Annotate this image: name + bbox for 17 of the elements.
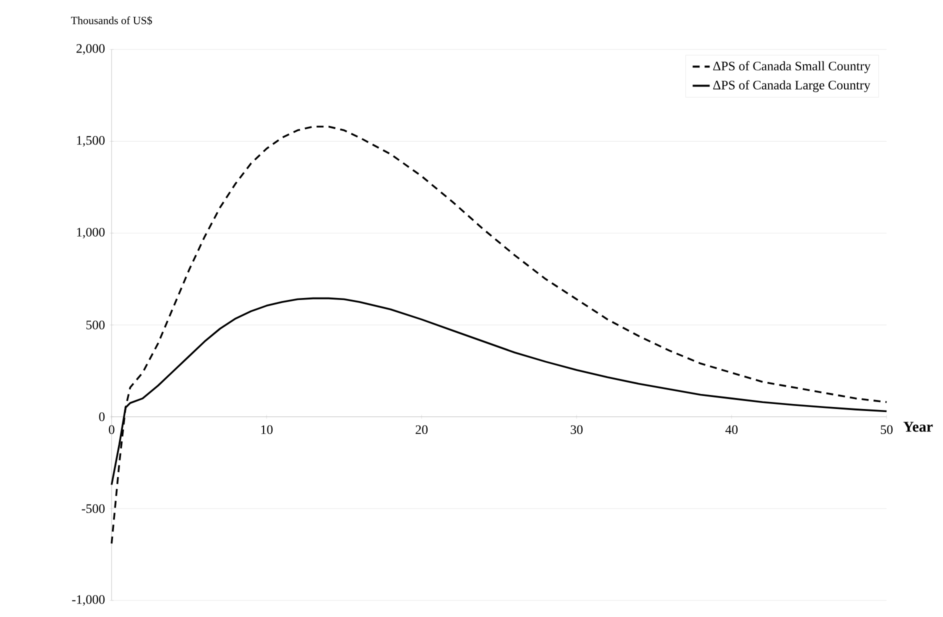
x-tick-label: 0 <box>108 425 114 434</box>
x-axis-title: Year <box>903 422 933 432</box>
x-tick-label: 20 <box>416 425 428 434</box>
legend-label: ΔPS of Canada Small Country <box>713 61 871 74</box>
y-axis-title: Thousands of US$ <box>71 16 152 25</box>
x-tick-label: 40 <box>725 425 738 434</box>
y-tick-label: 0 <box>99 412 105 422</box>
legend-label: ΔPS of Canada Large Country <box>713 80 870 92</box>
y-tick-label: 2,000 <box>76 44 105 55</box>
y-tick-label: 1,000 <box>77 228 105 238</box>
x-tick-label: 10 <box>261 425 273 434</box>
y-tick-label: -1,000 <box>72 595 105 606</box>
x-tick-label: 50 <box>880 425 893 434</box>
x-tick-label: 30 <box>570 425 583 434</box>
y-tick-label: 500 <box>86 320 105 330</box>
y-tick-label: 1,500 <box>77 136 105 147</box>
y-tick-label: -500 <box>82 504 105 513</box>
